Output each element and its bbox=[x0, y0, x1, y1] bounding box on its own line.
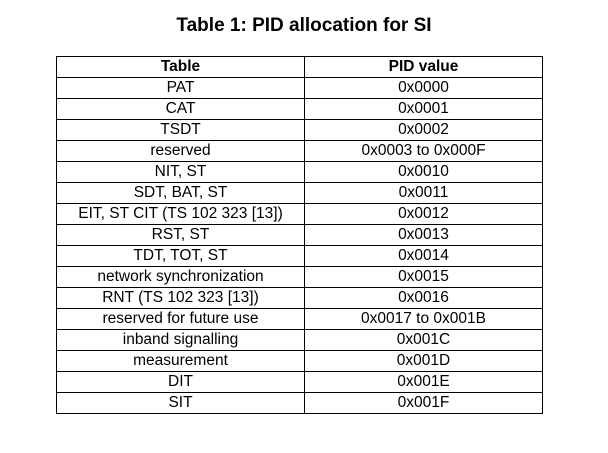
table-row: CAT 0x0001 bbox=[56, 98, 543, 120]
table-row: DIT 0x001E bbox=[56, 371, 543, 393]
pid-value-cell: 0x0015 bbox=[304, 266, 543, 288]
table-row: RNT (TS 102 323 [13]) 0x0016 bbox=[56, 287, 543, 309]
table-row: inband signalling 0x001C bbox=[56, 329, 543, 351]
pid-allocation-table: Table PID value PAT 0x0000 CAT 0x0001 TS… bbox=[56, 56, 543, 414]
table-name-cell: CAT bbox=[56, 98, 305, 120]
pid-value-cell: 0x0016 bbox=[304, 287, 543, 309]
pid-value-cell: 0x0012 bbox=[304, 203, 543, 225]
table-row: SIT 0x001F bbox=[56, 392, 543, 414]
table-row: TSDT 0x0002 bbox=[56, 119, 543, 141]
pid-value-cell: 0x0013 bbox=[304, 224, 543, 246]
table-name-cell: RST, ST bbox=[56, 224, 305, 246]
pid-value-cell: 0x001E bbox=[304, 371, 543, 393]
table-row: EIT, ST CIT (TS 102 323 [13]) 0x0012 bbox=[56, 203, 543, 225]
pid-value-cell: 0x001D bbox=[304, 350, 543, 372]
table-row: SDT, BAT, ST 0x0011 bbox=[56, 182, 543, 204]
pid-value-cell: 0x0002 bbox=[304, 119, 543, 141]
column-header-pid-value: PID value bbox=[304, 56, 543, 78]
pid-value-cell: 0x0011 bbox=[304, 182, 543, 204]
table-header-row: Table PID value bbox=[56, 56, 543, 78]
pid-value-cell: 0x0014 bbox=[304, 245, 543, 267]
table-name-cell: SDT, BAT, ST bbox=[56, 182, 305, 204]
table-name-cell: TDT, TOT, ST bbox=[56, 245, 305, 267]
table-row: reserved 0x0003 to 0x000F bbox=[56, 140, 543, 162]
table-name-cell: network synchronization bbox=[56, 266, 305, 288]
table-row: measurement 0x001D bbox=[56, 350, 543, 372]
table-name-cell: SIT bbox=[56, 392, 305, 414]
table-row: reserved for future use 0x0017 to 0x001B bbox=[56, 308, 543, 330]
table-name-cell: inband signalling bbox=[56, 329, 305, 351]
pid-value-cell: 0x001F bbox=[304, 392, 543, 414]
table-name-cell: DIT bbox=[56, 371, 305, 393]
table-name-cell: reserved for future use bbox=[56, 308, 305, 330]
pid-value-cell: 0x0010 bbox=[304, 161, 543, 183]
table-name-cell: EIT, ST CIT (TS 102 323 [13]) bbox=[56, 203, 305, 225]
table-name-cell: reserved bbox=[56, 140, 305, 162]
pid-value-cell: 0x0000 bbox=[304, 77, 543, 99]
pid-value-cell: 0x0003 to 0x000F bbox=[304, 140, 543, 162]
table-name-cell: measurement bbox=[56, 350, 305, 372]
pid-value-cell: 0x0017 to 0x001B bbox=[304, 308, 543, 330]
table-row: TDT, TOT, ST 0x0014 bbox=[56, 245, 543, 267]
table-name-cell: NIT, ST bbox=[56, 161, 305, 183]
pid-value-cell: 0x001C bbox=[304, 329, 543, 351]
table-row: RST, ST 0x0013 bbox=[56, 224, 543, 246]
pid-value-cell: 0x0001 bbox=[304, 98, 543, 120]
table-row: network synchronization 0x0015 bbox=[56, 266, 543, 288]
table-caption: Table 1: PID allocation for SI bbox=[176, 15, 432, 36]
table-row: PAT 0x0000 bbox=[56, 77, 543, 99]
table-name-cell: TSDT bbox=[56, 119, 305, 141]
table-name-cell: RNT (TS 102 323 [13]) bbox=[56, 287, 305, 309]
table-name-cell: PAT bbox=[56, 77, 305, 99]
column-header-table: Table bbox=[56, 56, 305, 78]
table-row: NIT, ST 0x0010 bbox=[56, 161, 543, 183]
